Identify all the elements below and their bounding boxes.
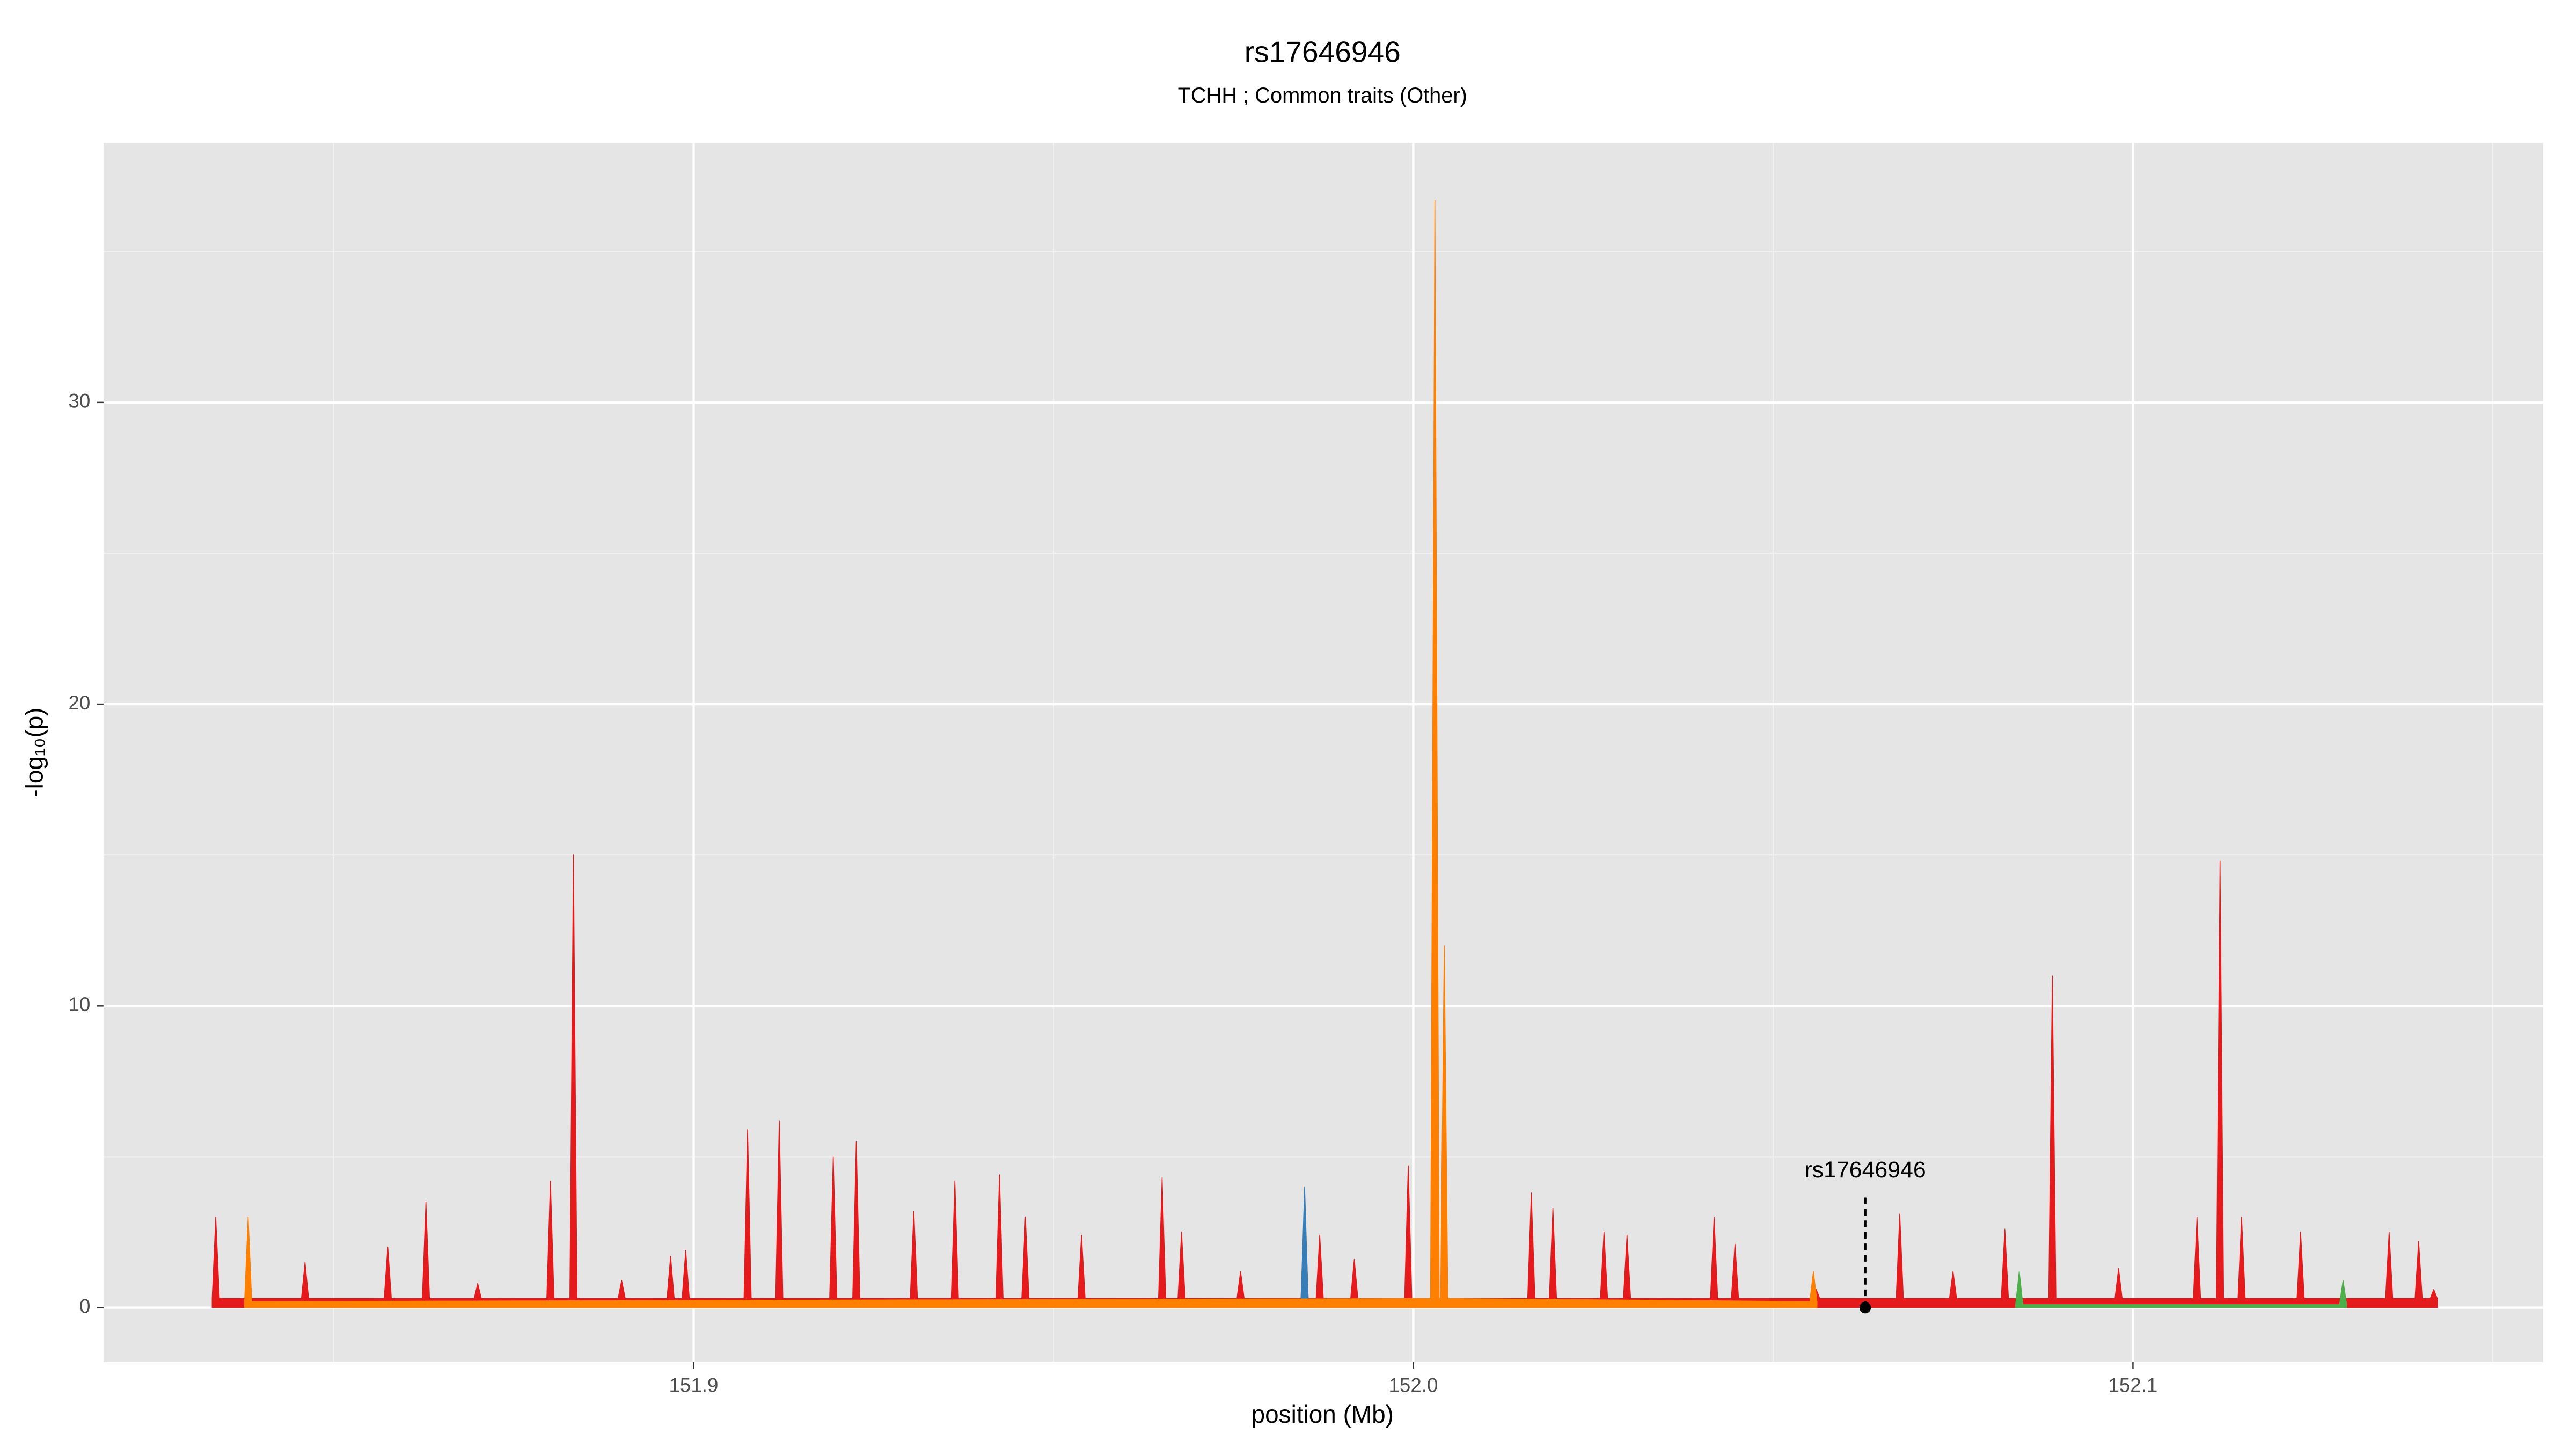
x-axis-label: position (Mb) bbox=[1252, 1400, 1394, 1428]
annotation-label: rs17646946 bbox=[1804, 1157, 1926, 1183]
chart-title: rs17646946 bbox=[1245, 35, 1401, 69]
y-tick-label: 20 bbox=[69, 692, 91, 714]
marks bbox=[211, 200, 2438, 1308]
annotation-point bbox=[1859, 1301, 1871, 1314]
y-tick-label: 0 bbox=[79, 1295, 90, 1317]
plot-panel bbox=[103, 143, 2543, 1362]
x-tick-label: 152.0 bbox=[1388, 1374, 1438, 1396]
y-axis-label: -log₁₀(p) bbox=[20, 707, 48, 797]
area bbox=[2015, 1271, 2347, 1308]
x-tick-label: 152.1 bbox=[2108, 1374, 2157, 1396]
x-tick-label: 151.9 bbox=[669, 1374, 719, 1396]
y-tick-label: 30 bbox=[69, 390, 91, 412]
y-tick-label: 10 bbox=[69, 993, 91, 1015]
chart-subtitle: TCHH ; Common traits (Other) bbox=[1178, 84, 1467, 107]
area bbox=[244, 200, 1818, 1308]
